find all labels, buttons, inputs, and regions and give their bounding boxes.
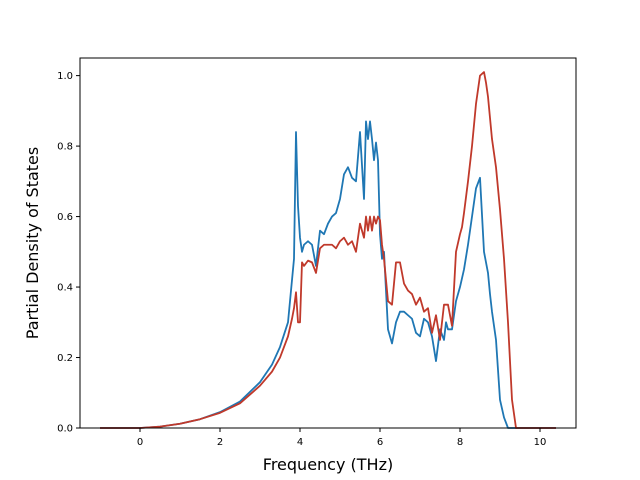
y-tick-label: 0.6	[57, 212, 73, 223]
x-tick-label: 2	[217, 437, 223, 448]
y-axis-label: Partial Density of States	[23, 147, 42, 339]
x-tick-label: 8	[457, 437, 463, 448]
x-tick-label: 4	[297, 437, 303, 448]
y-tick-label: 0.8	[57, 142, 73, 153]
x-tick-label: 10	[534, 437, 547, 448]
y-tick-label: 0.0	[57, 424, 73, 435]
x-tick-label: 0	[137, 437, 143, 448]
axes-frame	[79, 57, 577, 429]
series-layer	[100, 71, 556, 429]
y-tick-label: 1.0	[57, 71, 73, 82]
x-tick-label: 6	[377, 437, 383, 448]
x-axis-ticks: 0 2 4 6 8 10	[137, 428, 547, 448]
y-tick-label: 0.2	[57, 353, 73, 364]
series-line-2	[100, 71, 556, 429]
y-axis-ticks: 0.0 0.2 0.4 0.6 0.8 1.0	[57, 71, 80, 435]
y-tick-label: 0.4	[57, 283, 73, 294]
x-axis-label: Frequency (THz)	[263, 455, 393, 474]
